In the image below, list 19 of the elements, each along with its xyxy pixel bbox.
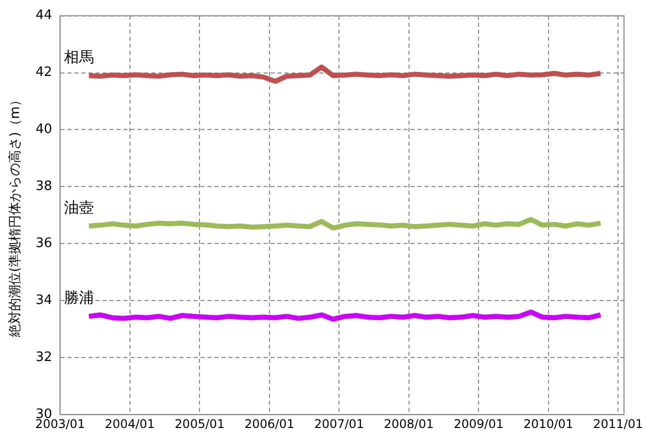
x-tick-label: 2007/01 bbox=[314, 416, 364, 431]
series-label: 相馬 bbox=[64, 48, 94, 66]
series-label: 勝浦 bbox=[64, 288, 94, 307]
x-tick-label: 2010/01 bbox=[523, 416, 574, 431]
y-tick-label: 32 bbox=[36, 350, 52, 366]
x-tick-label: 2008/01 bbox=[384, 416, 434, 431]
y-tick-label: 42 bbox=[36, 65, 52, 80]
x-tick-label: 2009/01 bbox=[454, 416, 504, 431]
y-tick-label: 34 bbox=[36, 293, 52, 308]
x-tick-label: 2005/01 bbox=[174, 416, 225, 431]
x-tick-label: 2004/01 bbox=[104, 416, 155, 431]
x-tick-label: 2011/01 bbox=[593, 416, 644, 431]
y-tick-label: 40 bbox=[36, 122, 52, 138]
y-tick-label: 38 bbox=[36, 179, 52, 194]
x-tick-label: 2006/01 bbox=[244, 416, 294, 431]
y-axis-title: 絶対的潮位(準拠楕円体からの高さ)（m） bbox=[7, 93, 24, 338]
y-tick-label: 36 bbox=[36, 236, 52, 252]
y-tick-label: 44 bbox=[36, 8, 52, 24]
series-label: 油壺 bbox=[64, 198, 94, 216]
